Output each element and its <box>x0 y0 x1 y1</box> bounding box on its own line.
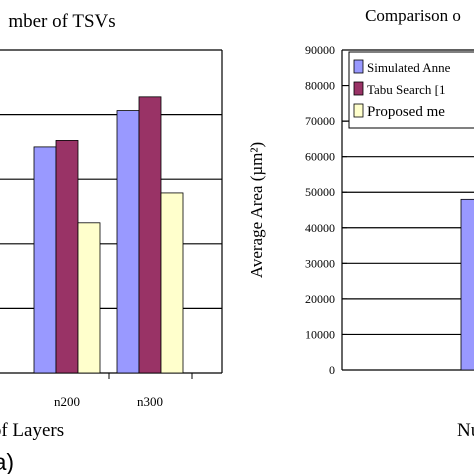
bar <box>77 222 101 374</box>
y-tick-label: 10000 <box>305 327 335 341</box>
right-chart-title: Comparison o <box>365 6 461 25</box>
bar <box>138 96 162 374</box>
legend-box <box>348 51 474 129</box>
x-tick-label: n200 <box>54 394 80 409</box>
bar <box>55 140 79 374</box>
left-bars <box>33 96 184 374</box>
bar <box>116 110 140 374</box>
y-tick-label: 60000 <box>305 150 335 164</box>
y-tick-label: 80000 <box>305 79 335 93</box>
bar <box>160 192 184 374</box>
legend-label: Tabu Search [1 <box>367 82 446 97</box>
legend: Simulated Anne Tabu Search [1 Proposed me <box>348 51 474 129</box>
bar <box>33 146 57 374</box>
left-gridlines <box>0 49 223 374</box>
right-bars <box>460 198 474 371</box>
right-y-tick-labels: 0 10000 20000 30000 40000 50000 60000 70000 8000… <box>305 43 335 377</box>
panel-label: (a) <box>0 449 14 474</box>
legend-swatch <box>353 59 364 74</box>
tsv-count-chart: mber of TSVs n200 n300 of Layers <box>0 11 223 441</box>
left-x-axis-label: of Layers <box>0 420 64 441</box>
y-tick-label: 50000 <box>305 185 335 199</box>
y-tick-label: 70000 <box>305 114 335 128</box>
legend-label: Simulated Anne <box>367 60 451 75</box>
right-x-axis-label: Nu <box>457 420 474 441</box>
legend-swatch <box>353 103 364 118</box>
y-tick-label: 40000 <box>305 221 335 235</box>
y-tick-label: 30000 <box>305 256 335 270</box>
x-tick-label: n300 <box>137 394 163 409</box>
y-tick-label: 90000 <box>305 43 335 57</box>
right-y-axis-label: Average Area (µm²) <box>247 142 266 278</box>
left-x-tick-labels: n200 n300 <box>54 373 193 409</box>
y-tick-label: 0 <box>329 363 335 377</box>
legend-swatch <box>353 81 364 96</box>
bar <box>460 198 474 371</box>
legend-label: Proposed me <box>367 104 445 120</box>
y-tick-label: 20000 <box>305 292 335 306</box>
area-comparison-chart: Comparison o Average Area (µm²) 0 10000 20… <box>247 6 474 441</box>
left-chart-title: mber of TSVs <box>8 11 115 32</box>
